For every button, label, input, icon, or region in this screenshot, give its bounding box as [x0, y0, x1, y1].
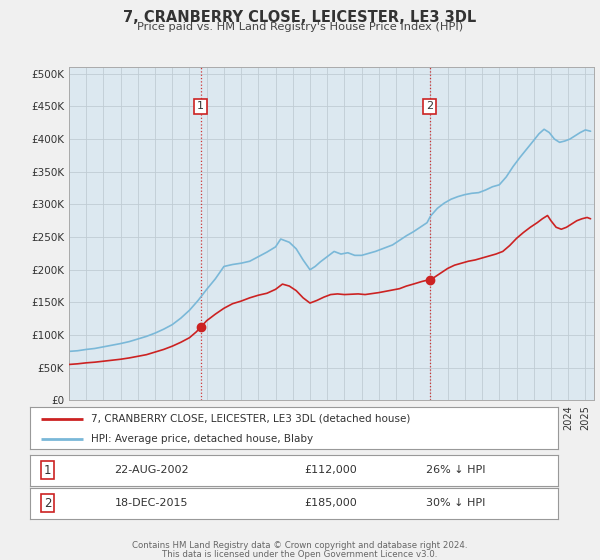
Text: £112,000: £112,000 [305, 465, 358, 475]
Text: 1: 1 [44, 464, 51, 477]
Text: £185,000: £185,000 [305, 498, 358, 508]
Text: 26% ↓ HPI: 26% ↓ HPI [426, 465, 485, 475]
Text: 1: 1 [197, 101, 204, 111]
Text: 2: 2 [44, 497, 51, 510]
Text: 7, CRANBERRY CLOSE, LEICESTER, LE3 3DL (detached house): 7, CRANBERRY CLOSE, LEICESTER, LE3 3DL (… [91, 414, 410, 424]
Text: 30% ↓ HPI: 30% ↓ HPI [426, 498, 485, 508]
Text: 22-AUG-2002: 22-AUG-2002 [115, 465, 189, 475]
Text: 18-DEC-2015: 18-DEC-2015 [115, 498, 188, 508]
Text: Price paid vs. HM Land Registry's House Price Index (HPI): Price paid vs. HM Land Registry's House … [137, 22, 463, 32]
Text: 7, CRANBERRY CLOSE, LEICESTER, LE3 3DL: 7, CRANBERRY CLOSE, LEICESTER, LE3 3DL [124, 10, 476, 25]
Text: Contains HM Land Registry data © Crown copyright and database right 2024.: Contains HM Land Registry data © Crown c… [132, 541, 468, 550]
Text: This data is licensed under the Open Government Licence v3.0.: This data is licensed under the Open Gov… [163, 550, 437, 559]
Text: 2: 2 [426, 101, 433, 111]
Text: HPI: Average price, detached house, Blaby: HPI: Average price, detached house, Blab… [91, 433, 313, 444]
